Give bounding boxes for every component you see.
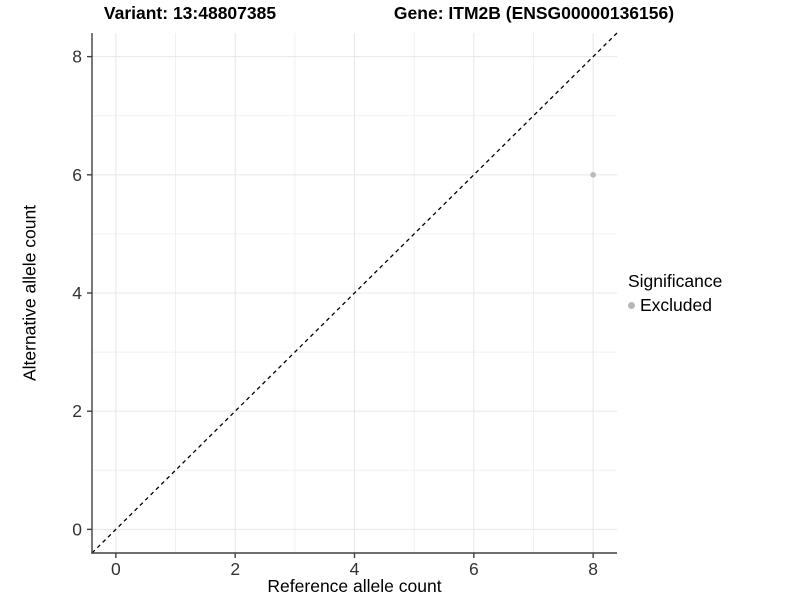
x-tick-label: 6 bbox=[469, 559, 479, 579]
y-axis-label: Alternative allele count bbox=[19, 204, 40, 382]
y-tick-label: 4 bbox=[72, 283, 82, 303]
legend-title: Significance bbox=[628, 271, 723, 291]
legend-point-icon bbox=[628, 302, 635, 309]
legend-item-label: Excluded bbox=[640, 295, 712, 315]
y-tick-label: 2 bbox=[72, 401, 82, 421]
identity-line bbox=[91, 32, 618, 554]
y-tick-label: 6 bbox=[72, 165, 82, 185]
data-point bbox=[590, 172, 596, 178]
y-tick-label: 0 bbox=[72, 519, 82, 539]
x-tick-label: 8 bbox=[588, 559, 598, 579]
x-tick-label: 2 bbox=[230, 559, 240, 579]
x-tick-label: 0 bbox=[111, 559, 121, 579]
legend-item-excluded: Excluded bbox=[628, 295, 722, 316]
x-tick-label: 4 bbox=[350, 559, 360, 579]
x-axis-label: Reference allele count bbox=[267, 576, 442, 596]
plot-title-variant: Variant: 13:48807385 bbox=[103, 3, 277, 23]
plot-title-gene: Gene: ITM2B (ENSG00000136156) bbox=[393, 3, 675, 23]
y-tick-label: 8 bbox=[72, 47, 82, 67]
legend: Significance Excluded bbox=[628, 271, 722, 316]
